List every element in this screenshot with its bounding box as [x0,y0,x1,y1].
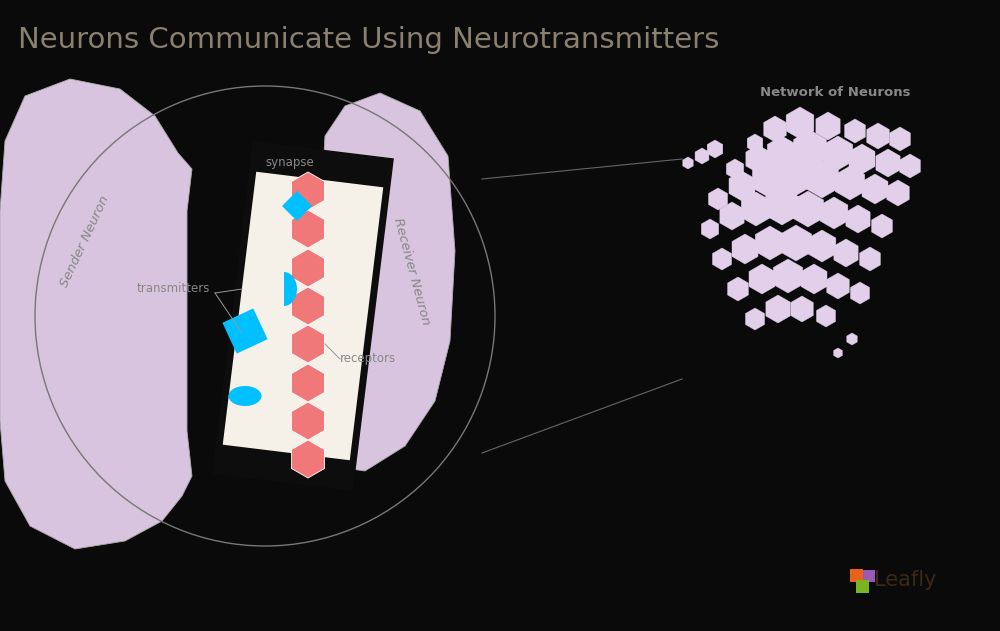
Polygon shape [732,234,758,264]
Text: Sender Neuron: Sender Neuron [58,193,112,289]
Polygon shape [708,188,728,210]
Text: Network of Neurons: Network of Neurons [760,86,910,99]
Polygon shape [292,287,324,325]
Polygon shape [707,140,723,158]
Polygon shape [747,134,763,152]
Bar [863,570,875,582]
Polygon shape [801,264,827,294]
Polygon shape [862,174,888,204]
Polygon shape [322,93,455,471]
Polygon shape [752,161,784,197]
Polygon shape [741,192,771,226]
Polygon shape [867,123,889,149]
Polygon shape [780,225,812,261]
Bar [856,580,869,593]
Polygon shape [816,305,836,327]
Polygon shape [773,259,803,293]
Polygon shape [794,130,826,168]
Polygon shape [792,191,824,227]
Polygon shape [850,282,870,304]
Polygon shape [764,116,786,142]
Polygon shape [746,145,770,173]
Polygon shape [223,172,383,460]
Polygon shape [845,119,865,143]
Polygon shape [876,149,900,177]
Polygon shape [695,148,709,164]
Polygon shape [872,214,892,238]
Polygon shape [726,159,744,179]
Polygon shape [292,172,324,210]
Polygon shape [729,171,755,201]
Polygon shape [282,191,312,221]
Polygon shape [849,144,875,174]
Polygon shape [292,249,324,287]
Polygon shape [720,202,744,230]
Polygon shape [808,230,836,262]
Polygon shape [755,226,785,260]
Polygon shape [701,219,719,239]
Polygon shape [712,248,732,270]
Text: transmitters: transmitters [137,283,210,295]
Text: receptors: receptors [340,353,396,365]
Polygon shape [786,107,814,139]
Polygon shape [778,156,812,196]
Polygon shape [890,127,910,151]
Polygon shape [827,273,849,299]
Polygon shape [745,308,765,330]
Polygon shape [749,264,775,294]
Polygon shape [766,295,790,323]
Polygon shape [212,141,394,491]
Polygon shape [816,112,840,140]
Polygon shape [292,210,324,248]
Polygon shape [292,364,324,402]
Polygon shape [887,180,909,206]
Polygon shape [834,239,858,267]
Ellipse shape [228,386,262,406]
Polygon shape [222,309,268,353]
Polygon shape [728,277,748,301]
Polygon shape [0,79,192,549]
Polygon shape [834,348,842,358]
Polygon shape [900,154,920,178]
Polygon shape [767,136,797,170]
Polygon shape [284,272,297,306]
Text: Leafly: Leafly [874,570,936,590]
Text: synapse: synapse [266,156,314,169]
Polygon shape [835,166,865,200]
Text: Neurons Communicate Using Neurotransmitters: Neurons Communicate Using Neurotransmitt… [18,26,719,54]
Polygon shape [292,402,324,440]
Polygon shape [860,247,880,271]
Polygon shape [766,187,798,225]
Polygon shape [791,296,813,322]
Polygon shape [846,205,870,233]
Polygon shape [820,197,848,229]
Bar [850,569,863,582]
Text: Receiver Neuron: Receiver Neuron [391,216,433,326]
Polygon shape [847,333,857,345]
Polygon shape [823,136,853,170]
Polygon shape [683,157,693,169]
Polygon shape [292,440,324,478]
Polygon shape [806,160,838,198]
Polygon shape [292,325,324,363]
